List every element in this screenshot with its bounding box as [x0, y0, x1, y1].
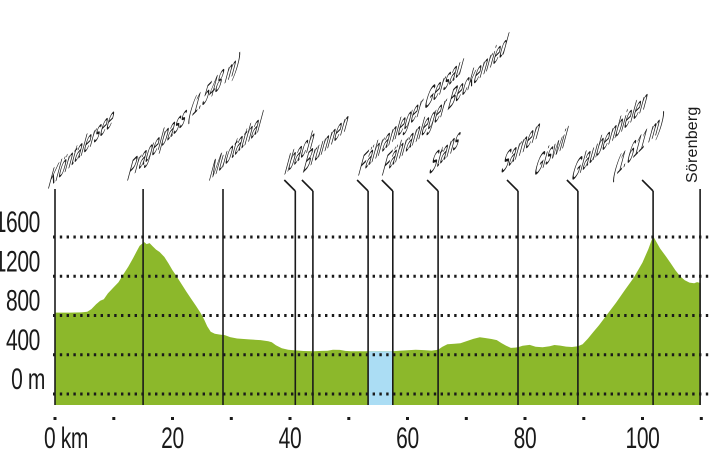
x-axis-label-40km: 40	[279, 423, 302, 455]
x-tick-0km	[53, 417, 57, 420]
waypoint-label-kl-ntalersee: Klöntalersee	[45, 99, 119, 198]
x-tick-30km	[229, 417, 233, 420]
x-axis-label-20km: 20	[161, 423, 184, 455]
x-tick-60km	[406, 417, 409, 420]
waypoint-elbow-giswil	[566, 179, 579, 192]
ferry-water-segment	[368, 351, 393, 405]
y-axis-label-1200: 1200	[0, 246, 40, 278]
waypoint-elbow-brunnen	[301, 179, 314, 192]
waypoint-label-f-hranleger-gersau: Fähranleger Gersau	[355, 46, 468, 184]
waypoint-label-muotathal: Muotathal	[206, 104, 266, 189]
waypoint-elbow-sarnen	[506, 179, 519, 192]
x-tick-70km	[464, 417, 468, 420]
x-tick-80km	[523, 417, 527, 420]
y-axis-label-800: 800	[6, 285, 40, 317]
waypoint-label-s-renberg: Sörenberg	[684, 106, 701, 183]
waypoint-elbow-stans	[426, 179, 439, 192]
x-axis-label-0km: 0 km	[44, 423, 88, 455]
y-axis-label-400: 400	[6, 324, 40, 356]
x-tick-40km	[288, 417, 292, 420]
x-tick-100km	[641, 417, 644, 420]
waypoint-elbow-ibach	[283, 179, 296, 192]
y-axis-label-0: 0 m	[11, 364, 45, 396]
waypoint-elbow-f-hranleger-beckenried	[381, 179, 394, 192]
waypoint-elbow-f-hranleger-gersau	[356, 179, 369, 192]
x-axis-label-100km: 100	[626, 423, 660, 455]
x-axis-label-80km: 80	[514, 423, 537, 455]
x-axis-label-60km: 60	[396, 423, 419, 455]
waypoint-elbow-glaubenbielen	[641, 179, 654, 192]
x-tick-50km	[347, 417, 351, 420]
x-tick-90km	[582, 417, 586, 420]
elevation-profile-area	[55, 236, 701, 405]
x-tick-20km	[171, 417, 174, 420]
x-tick-10km	[112, 417, 116, 420]
y-axis-label-1600: 1600	[0, 207, 40, 239]
x-tick-110km	[699, 417, 703, 420]
